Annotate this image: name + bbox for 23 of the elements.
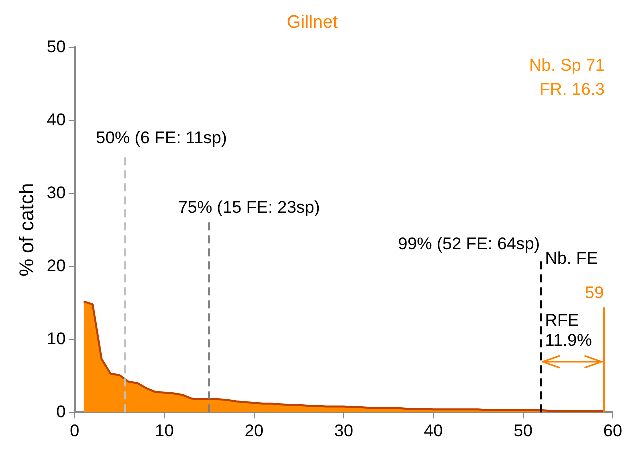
chart-title: Gillnet — [286, 12, 338, 32]
x-tick-label: 20 — [244, 421, 264, 440]
x-tick-label: 50 — [514, 421, 533, 440]
annotation: Nb. FE — [545, 248, 598, 268]
ref-line-label: 50% (6 FE: 11sp) — [96, 128, 228, 148]
y-tick-label: 20 — [46, 256, 66, 276]
y-tick-label: 40 — [46, 110, 66, 130]
x-tick-label: 0 — [70, 421, 80, 440]
y-axis-title: % of catch — [16, 183, 39, 277]
annotation: RFE 11.9% — [545, 311, 592, 350]
x-tick-label: 60 — [604, 421, 622, 440]
y-tick-label: 10 — [46, 329, 66, 348]
ref-line-label: 75% (15 FE: 23sp) — [178, 198, 320, 217]
ref-line-label: 99% (52 FE: 64sp) — [398, 234, 540, 254]
x-tick-label: 10 — [155, 421, 174, 440]
ref-line-label: 59 — [585, 283, 604, 302]
annotation: Nb. Sp 71 — [529, 56, 605, 75]
y-tick-label: 0 — [56, 402, 66, 422]
y-tick-label: 30 — [46, 183, 66, 202]
x-tick-label: 30 — [334, 421, 354, 440]
annotation: FR. 16.3 — [540, 80, 605, 99]
x-tick-label: 40 — [424, 421, 444, 440]
y-tick-label: 50 — [46, 37, 66, 56]
